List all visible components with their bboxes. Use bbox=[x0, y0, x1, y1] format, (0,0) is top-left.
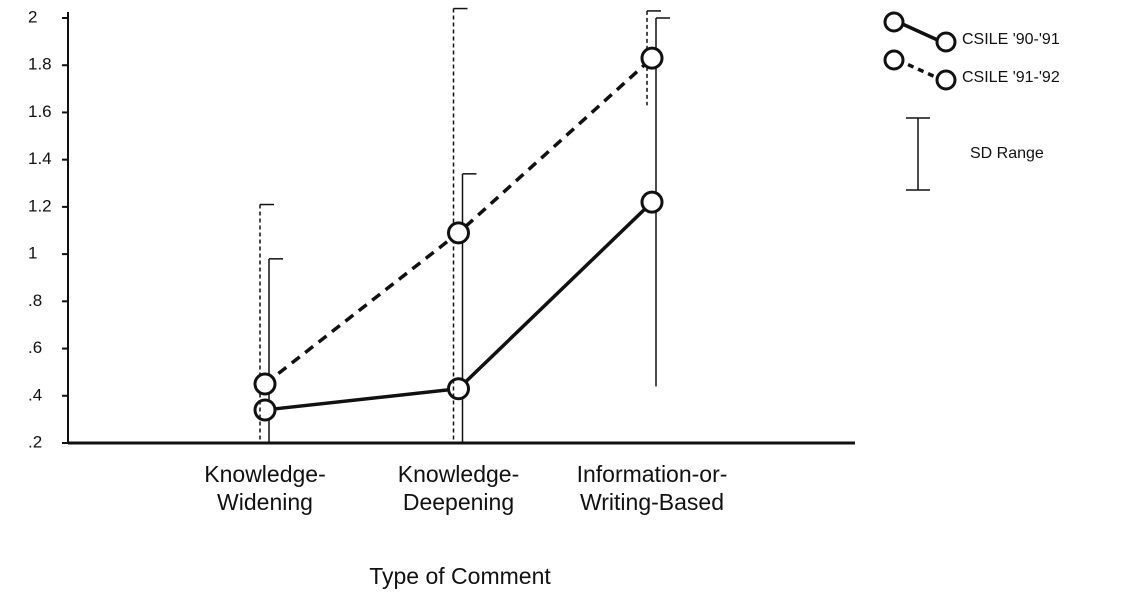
y-tick-label: 1.4 bbox=[28, 149, 52, 168]
legend-label: SD Range bbox=[970, 145, 1044, 162]
y-tick-label: 1 bbox=[28, 244, 37, 263]
x-tick-label: Deepening bbox=[403, 489, 514, 515]
legend-marker bbox=[935, 31, 957, 53]
x-tick-label: Information-or- bbox=[577, 461, 728, 487]
y-tick-label: 1.6 bbox=[28, 102, 52, 121]
point bbox=[447, 221, 470, 245]
legend-line bbox=[897, 20, 943, 44]
series-line bbox=[263, 56, 654, 386]
legend-line bbox=[897, 58, 943, 82]
y-tick-label: .8 bbox=[28, 291, 42, 310]
x-axis-label: Type of Comment bbox=[369, 563, 551, 589]
legend-marker bbox=[935, 69, 957, 91]
x-tick-label: Writing-Based bbox=[580, 489, 724, 515]
legend-marker bbox=[883, 49, 905, 71]
legend-label: CSILE '91-'92 bbox=[962, 69, 1060, 86]
point bbox=[253, 372, 277, 396]
x-tick-label: Knowledge- bbox=[398, 461, 519, 487]
point bbox=[253, 398, 277, 422]
y-tick-label: .6 bbox=[28, 338, 42, 357]
y-tick-label: .2 bbox=[28, 432, 42, 451]
point bbox=[640, 46, 664, 70]
y-tick-label: .4 bbox=[28, 385, 42, 404]
legend-marker bbox=[883, 11, 905, 33]
x-tick-label: Knowledge- bbox=[204, 461, 325, 487]
legend-label: CSILE '90-'91 bbox=[962, 31, 1060, 48]
point bbox=[447, 377, 470, 401]
y-tick-label: 2 bbox=[28, 7, 37, 26]
y-tick-label: 1.2 bbox=[28, 196, 52, 215]
point bbox=[640, 190, 664, 214]
x-tick-label: Widening bbox=[217, 489, 313, 515]
y-tick-label: 1.8 bbox=[28, 55, 52, 74]
